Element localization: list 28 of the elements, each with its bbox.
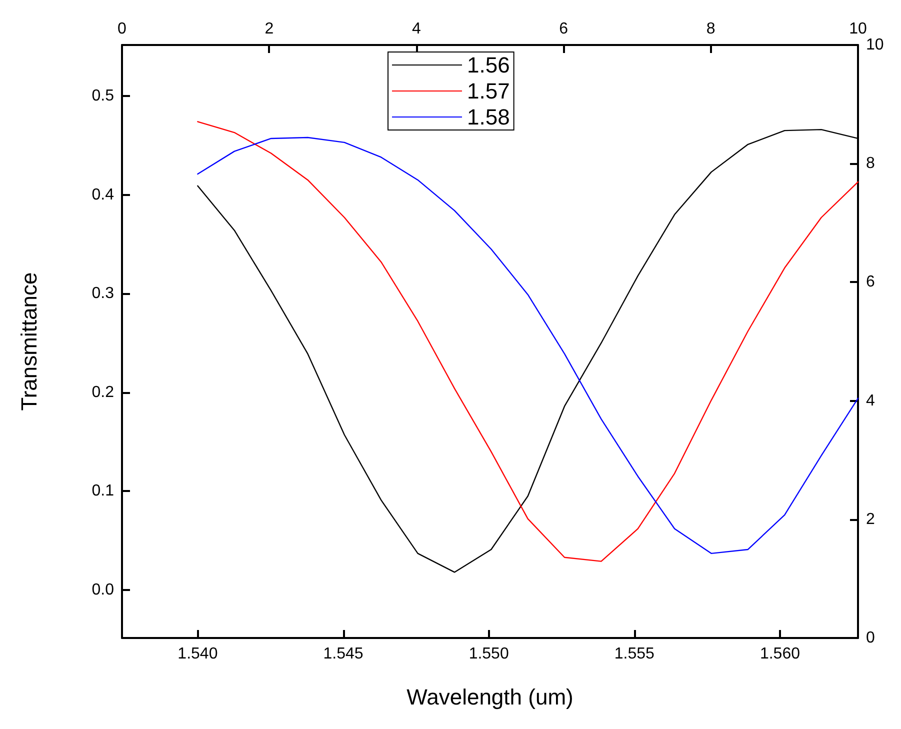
x2-tick-label: 8 — [706, 20, 716, 38]
y-tick-label: 0.5 — [92, 87, 114, 104]
y2-tick-label: 0 — [866, 630, 875, 646]
y2-tick-label: 4 — [866, 392, 875, 410]
y-tick-label: 0.0 — [92, 581, 114, 598]
x2-tick-label: 4 — [412, 20, 421, 38]
y2-tick-label: 8 — [866, 155, 875, 172]
x2-tick-label: 6 — [559, 20, 568, 38]
y-axis-title: Transmittance — [16, 272, 42, 411]
legend-label: 1.56 — [467, 52, 510, 78]
x2-tick-label: 0 — [118, 20, 127, 38]
y2-tick-label: 2 — [866, 510, 875, 528]
legend-label: 1.57 — [467, 78, 510, 104]
x-axis-title: Wavelength (um) — [406, 684, 574, 710]
x2-tick-label: 10 — [849, 20, 867, 38]
x-tick-label: 1.555 — [614, 646, 655, 662]
y2-tick-label: 10 — [866, 36, 884, 54]
x2-tick-label: 2 — [264, 20, 274, 38]
x-tick-label: 1.550 — [468, 646, 509, 662]
x-tick-label: 1.560 — [760, 646, 800, 662]
y-tick-label: 0.1 — [92, 482, 114, 500]
y-tick-label: 0.2 — [92, 384, 114, 401]
x-tick-label: 1.540 — [178, 646, 218, 662]
y2-tick-label: 6 — [866, 274, 875, 291]
x-tick-label: 1.545 — [323, 646, 364, 662]
y-tick-label: 0.3 — [92, 285, 114, 302]
y-tick-label: 0.4 — [92, 186, 114, 204]
legend-label: 1.58 — [467, 104, 510, 130]
